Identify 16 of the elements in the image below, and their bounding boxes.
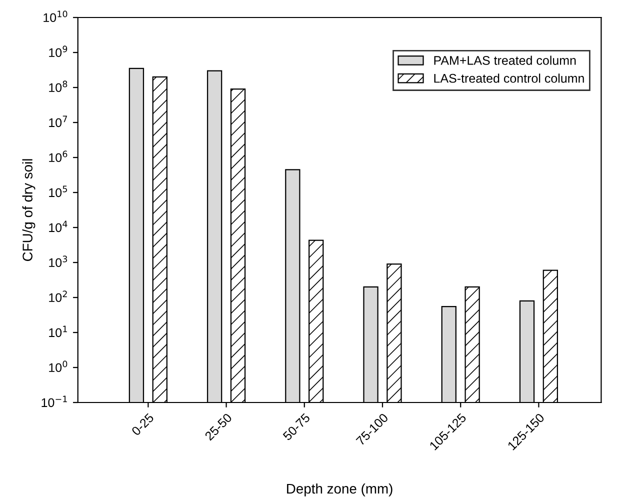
x-axis-title: Depth zone (mm) (287, 483, 392, 496)
y-tick-label: 10$^{1}$ (49, 326, 67, 338)
y-tick-label: 10$^{4}$ (49, 220, 68, 232)
y-tick-label: 10$^{5}$ (49, 186, 67, 198)
y-tick-label: 10$^{−1}$ (42, 396, 67, 408)
legend-label: PAM+LAS treated column (434, 56, 576, 65)
y-tick-label: 10$^{2}$ (49, 290, 67, 302)
y-tick-label: 10$^{3}$ (49, 256, 68, 268)
y-tick-label: 10$^{9}$ (49, 46, 68, 58)
y-tick-label: 10$^{7}$ (49, 116, 67, 128)
y-tick-label: 10$^{6}$ (49, 150, 68, 162)
y-tick-label: 10$^{10}$ (44, 10, 68, 22)
y-axis-title: CFU/g of dry soil (22, 159, 36, 262)
legend-label: LAS-treated control column (434, 74, 584, 83)
y-tick-label: 10$^{0}$ (49, 360, 68, 372)
y-tick-label: 10$^{8}$ (49, 80, 68, 92)
